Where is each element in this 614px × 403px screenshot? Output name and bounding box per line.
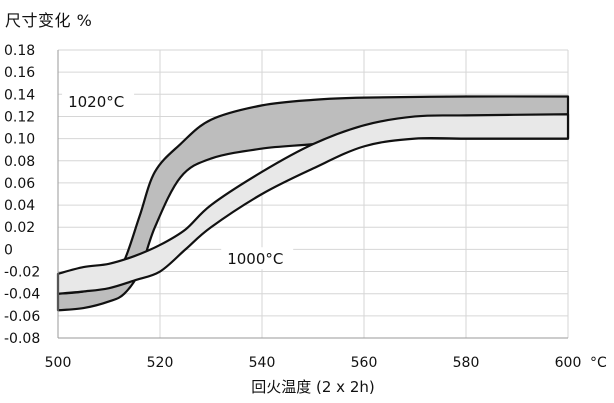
y-tick-label: 0.12 (4, 109, 35, 125)
y-tick-label: 0.14 (4, 87, 35, 103)
x-tick-label: 560 (351, 355, 378, 371)
y-tick-label: 0.06 (4, 176, 35, 192)
annotation-label: 1000°C (227, 250, 283, 268)
data-bands (56, 95, 570, 312)
grid-lines (57, 49, 569, 339)
x-unit-label: °C (590, 355, 607, 371)
y-tick-label: 0.10 (4, 132, 35, 148)
series-band-1000c (56, 113, 570, 295)
y-tick-label: 0.08 (4, 154, 35, 170)
y-tick-label: -0.02 (4, 265, 40, 281)
x-tick-label: 520 (147, 355, 174, 371)
annotation-label: 1020°C (68, 93, 124, 111)
annotation-box (221, 247, 294, 270)
y-axis-title: 尺寸变化 % (5, 11, 93, 30)
y-tick-label: 0.02 (4, 220, 35, 236)
y-tick-label: 0 (4, 242, 13, 258)
y-tick-label: -0.08 (4, 331, 40, 347)
series-annotations: 1020°C 1000°C (62, 89, 294, 270)
y-tick-labels: 0.18 0.16 0.14 0.12 0.10 0.08 0.06 0.04 0.02 0 -0.… (4, 43, 40, 347)
y-tick-label: -0.06 (4, 309, 40, 325)
x-tick-label: 540 (249, 355, 276, 371)
x-tick-label: 600 (555, 355, 582, 371)
annotation-box (62, 89, 135, 112)
x-tick-labels: 500 520 540 560 580 600 °C (45, 355, 607, 371)
y-tick-label: 0.04 (4, 198, 35, 214)
y-tick-label: 0.16 (4, 65, 35, 81)
x-axis-title: 回火温度 (2 x 2h) (251, 378, 374, 396)
x-tick-label: 500 (45, 355, 72, 371)
y-tick-label: 0.18 (4, 43, 35, 59)
y-tick-label: -0.04 (4, 287, 40, 303)
axes (57, 50, 568, 339)
x-tick-label: 580 (453, 355, 480, 371)
